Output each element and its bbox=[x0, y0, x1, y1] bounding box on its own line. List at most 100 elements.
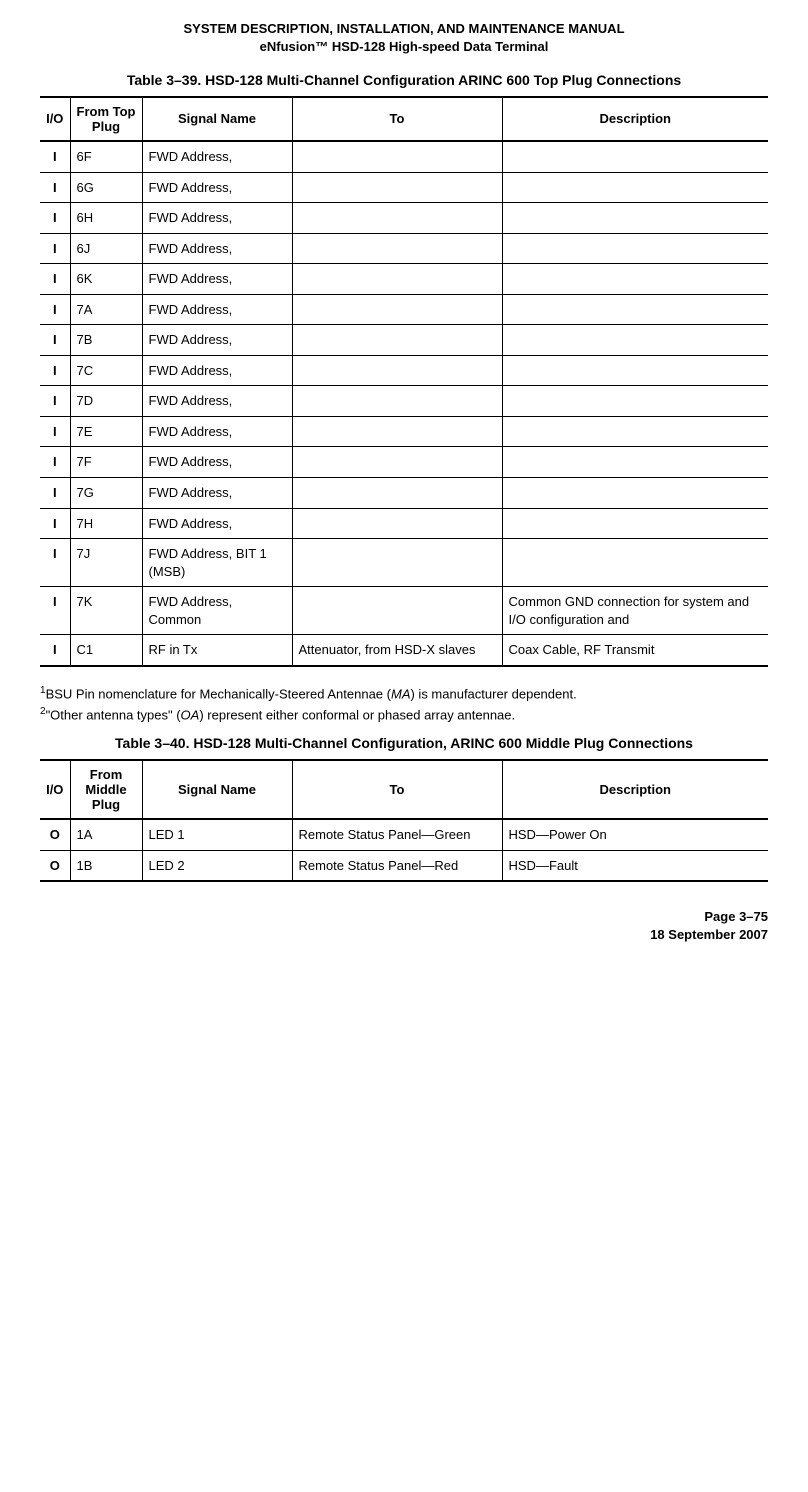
cell-desc bbox=[502, 141, 768, 172]
cell-desc bbox=[502, 539, 768, 587]
footnote-1-text-a: BSU Pin nomenclature for Mechanically-St… bbox=[46, 686, 391, 701]
col-header-desc: Description bbox=[502, 760, 768, 819]
cell-io: O bbox=[40, 819, 70, 850]
cell-signal: FWD Address, bbox=[142, 264, 292, 295]
cell-from: 1B bbox=[70, 850, 142, 881]
table-39-header-row: I/O From Top Plug Signal Name To Descrip… bbox=[40, 97, 768, 141]
table-40: I/O From Middle Plug Signal Name To Desc… bbox=[40, 759, 768, 882]
cell-desc bbox=[502, 294, 768, 325]
table-40-body: O1ALED 1Remote Status Panel—GreenHSD—Pow… bbox=[40, 819, 768, 881]
col-header-signal: Signal Name bbox=[142, 760, 292, 819]
cell-io: I bbox=[40, 325, 70, 356]
cell-io: I bbox=[40, 416, 70, 447]
cell-signal: FWD Address, bbox=[142, 203, 292, 234]
cell-io: I bbox=[40, 294, 70, 325]
cell-desc: Common GND connection for system and I/O… bbox=[502, 587, 768, 635]
cell-desc bbox=[502, 233, 768, 264]
cell-signal: FWD Address, bbox=[142, 233, 292, 264]
table-row: I6JFWD Address, bbox=[40, 233, 768, 264]
footnote-2-text-b: ) represent either conformal or phased a… bbox=[199, 707, 515, 722]
table-row: I7HFWD Address, bbox=[40, 508, 768, 539]
cell-from: 7K bbox=[70, 587, 142, 635]
cell-signal: FWD Address, bbox=[142, 325, 292, 356]
cell-io: I bbox=[40, 355, 70, 386]
cell-from: 7E bbox=[70, 416, 142, 447]
table-39: I/O From Top Plug Signal Name To Descrip… bbox=[40, 96, 768, 667]
header-line-1: SYSTEM DESCRIPTION, INSTALLATION, AND MA… bbox=[40, 20, 768, 38]
table-row: IC1RF in TxAttenuator, from HSD-X slaves… bbox=[40, 635, 768, 666]
cell-to bbox=[292, 539, 502, 587]
col-header-signal: Signal Name bbox=[142, 97, 292, 141]
cell-desc bbox=[502, 478, 768, 509]
table-39-body: I6FFWD Address,I6GFWD Address,I6HFWD Add… bbox=[40, 141, 768, 666]
footnote-2: 2"Other antenna types" (OA) represent ei… bbox=[40, 704, 768, 725]
col-header-io: I/O bbox=[40, 97, 70, 141]
cell-desc bbox=[502, 203, 768, 234]
col-header-from: From Middle Plug bbox=[70, 760, 142, 819]
cell-signal: FWD Address, bbox=[142, 172, 292, 203]
cell-from: 6H bbox=[70, 203, 142, 234]
cell-signal: FWD Address, bbox=[142, 141, 292, 172]
cell-from: 6F bbox=[70, 141, 142, 172]
table-row: I6GFWD Address, bbox=[40, 172, 768, 203]
col-header-io: I/O bbox=[40, 760, 70, 819]
page: SYSTEM DESCRIPTION, INSTALLATION, AND MA… bbox=[0, 0, 808, 984]
footnote-1: 1BSU Pin nomenclature for Mechanically-S… bbox=[40, 683, 768, 704]
cell-desc bbox=[502, 416, 768, 447]
footnote-2-italic: OA bbox=[181, 707, 200, 722]
cell-signal: FWD Address, bbox=[142, 386, 292, 417]
cell-from: 7C bbox=[70, 355, 142, 386]
cell-to bbox=[292, 508, 502, 539]
cell-io: I bbox=[40, 141, 70, 172]
cell-to: Remote Status Panel—Red bbox=[292, 850, 502, 881]
table-row: I7BFWD Address, bbox=[40, 325, 768, 356]
cell-desc bbox=[502, 508, 768, 539]
cell-desc bbox=[502, 386, 768, 417]
footnote-1-text-b: ) is manufacturer dependent. bbox=[410, 686, 576, 701]
cell-to bbox=[292, 264, 502, 295]
cell-from: 7J bbox=[70, 539, 142, 587]
page-number: Page 3–75 bbox=[40, 908, 768, 926]
cell-signal: FWD Address, bbox=[142, 478, 292, 509]
cell-to: Attenuator, from HSD-X slaves bbox=[292, 635, 502, 666]
cell-to bbox=[292, 416, 502, 447]
cell-io: I bbox=[40, 587, 70, 635]
cell-from: 7A bbox=[70, 294, 142, 325]
table-row: I7CFWD Address, bbox=[40, 355, 768, 386]
cell-io: I bbox=[40, 172, 70, 203]
cell-to bbox=[292, 355, 502, 386]
cell-signal: FWD Address, Common bbox=[142, 587, 292, 635]
cell-signal: FWD Address, bbox=[142, 416, 292, 447]
cell-io: I bbox=[40, 203, 70, 234]
cell-signal: FWD Address, bbox=[142, 355, 292, 386]
cell-from: 6K bbox=[70, 264, 142, 295]
cell-io: I bbox=[40, 539, 70, 587]
cell-signal: FWD Address, bbox=[142, 447, 292, 478]
col-header-desc: Description bbox=[502, 97, 768, 141]
footnote-2-text-a: "Other antenna types" ( bbox=[46, 707, 181, 722]
table-row: I7AFWD Address, bbox=[40, 294, 768, 325]
cell-signal: LED 2 bbox=[142, 850, 292, 881]
table-row: O1ALED 1Remote Status Panel—GreenHSD—Pow… bbox=[40, 819, 768, 850]
table-40-caption: Table 3–40. HSD-128 Multi-Channel Config… bbox=[40, 734, 768, 753]
cell-from: 7H bbox=[70, 508, 142, 539]
table-row: I7KFWD Address, Common Common GND connect… bbox=[40, 587, 768, 635]
cell-from: 1A bbox=[70, 819, 142, 850]
header-line-2: eNfusion™ HSD-128 High-speed Data Termin… bbox=[40, 38, 768, 56]
cell-desc bbox=[502, 264, 768, 295]
cell-signal: FWD Address, BIT 1 (MSB) bbox=[142, 539, 292, 587]
cell-signal: FWD Address, bbox=[142, 508, 292, 539]
cell-from: 7G bbox=[70, 478, 142, 509]
col-header-to: To bbox=[292, 760, 502, 819]
table-row: I6FFWD Address, bbox=[40, 141, 768, 172]
col-header-from: From Top Plug bbox=[70, 97, 142, 141]
cell-io: I bbox=[40, 508, 70, 539]
cell-from: C1 bbox=[70, 635, 142, 666]
table-row: I6HFWD Address, bbox=[40, 203, 768, 234]
cell-desc: Coax Cable, RF Transmit bbox=[502, 635, 768, 666]
cell-from: 6J bbox=[70, 233, 142, 264]
cell-io: I bbox=[40, 264, 70, 295]
cell-io: I bbox=[40, 386, 70, 417]
cell-from: 7D bbox=[70, 386, 142, 417]
cell-to bbox=[292, 478, 502, 509]
